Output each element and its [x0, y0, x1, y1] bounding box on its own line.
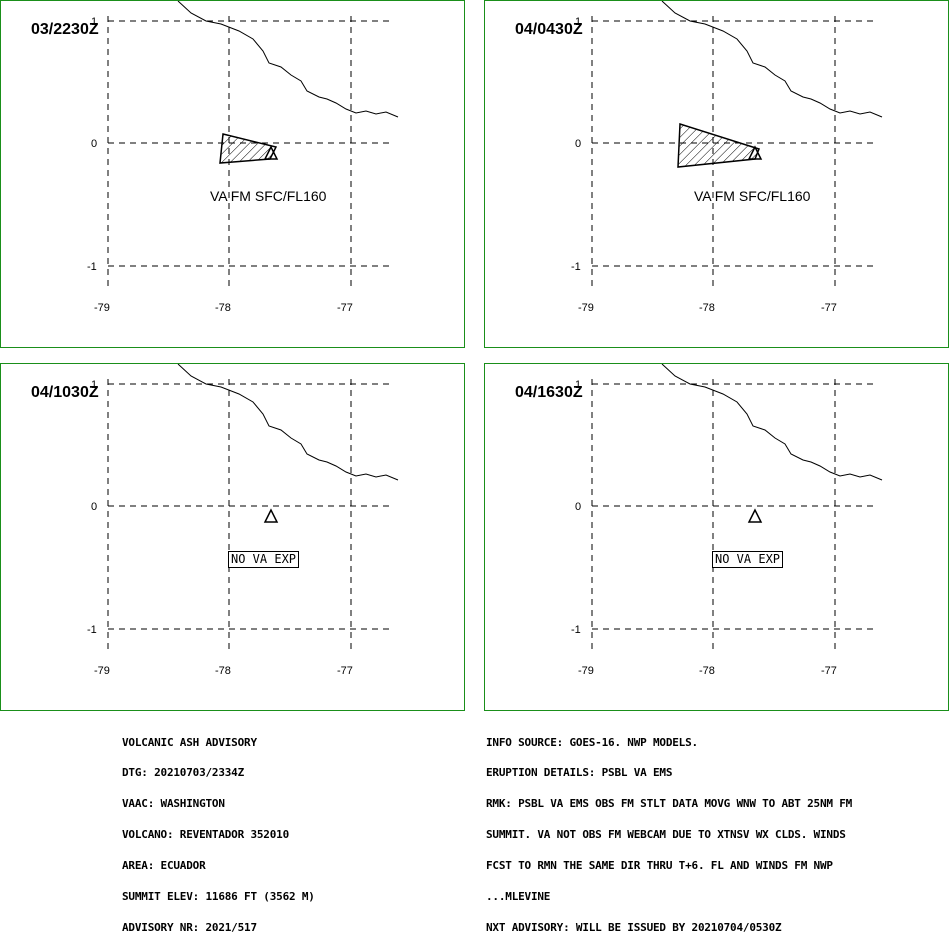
- lat-label-0: 0: [575, 138, 581, 150]
- map-panel-1: VA FM SFC/FL160 1 0 -1 -79 -78 -77 03/22…: [0, 0, 465, 348]
- lon-label-79: -79: [578, 665, 594, 677]
- coastline: [177, 364, 399, 481]
- advisory-details-text: INFO SOURCE: GOES-16. NWP MODELS. ERUPTI…: [486, 717, 852, 944]
- lon-label-77: -77: [821, 665, 837, 677]
- lon-label-77: -77: [337, 302, 353, 314]
- advisory-line: ERUPTION DETAILS: PSBL VA EMS: [486, 766, 673, 780]
- lat-label-0: 0: [91, 501, 97, 513]
- ash-polygon: [677, 122, 760, 168]
- lat-label-1: 1: [575, 379, 581, 391]
- map-canvas: VA FM SFC/FL160 1 0 -1 -79 -78 -77: [87, 1, 399, 314]
- advisory-header-text: VOLCANIC ASH ADVISORY DTG: 20210703/2334…: [122, 717, 315, 944]
- advisory-line: NXT ADVISORY: WILL BE ISSUED BY 20210704…: [486, 920, 782, 934]
- coastline: [661, 1, 883, 118]
- timestamp: 04/1030Z: [31, 384, 99, 401]
- lon-label-78: -78: [699, 302, 715, 314]
- va-label: VA FM SFC/FL160: [210, 188, 327, 204]
- lon-label-79: -79: [578, 302, 594, 314]
- lon-label-77: -77: [337, 665, 353, 677]
- graticule: [107, 379, 391, 654]
- no-va-label: NO VA EXP: [712, 551, 784, 568]
- va-label: VA FM SFC/FL160: [694, 188, 811, 204]
- advisory-line: AREA: ECUADOR: [122, 859, 206, 873]
- lon-label-78: -78: [215, 665, 231, 677]
- lat-label-neg1: -1: [87, 624, 97, 636]
- map-panel-2: VA FM SFC/FL160 1 0 -1 -79 -78 -77 04/04…: [484, 0, 949, 348]
- advisory-line: SUMMIT. VA NOT OBS FM WEBCAM DUE TO XTNS…: [486, 828, 846, 842]
- volcano-icon: [747, 145, 763, 160]
- advisory-line: INFO SOURCE: GOES-16. NWP MODELS.: [486, 735, 698, 749]
- advisory-line: VAAC: WASHINGTON: [122, 797, 225, 811]
- coastline: [661, 364, 883, 481]
- map-canvas: 1 0 -1 -79 -78 -77: [571, 364, 883, 677]
- advisory-line: VOLCANO: REVENTADOR 352010: [122, 828, 289, 842]
- advisory-line: FCST TO RMN THE SAME DIR THRU T+6. FL AN…: [486, 859, 833, 873]
- lon-label-79: -79: [94, 665, 110, 677]
- timestamp: 04/0430Z: [515, 21, 583, 38]
- lat-label-0: 0: [91, 138, 97, 150]
- volcano-icon: [263, 508, 279, 523]
- timestamp: 04/1630Z: [515, 384, 583, 401]
- volcano-icon: [263, 145, 279, 160]
- lon-label-77: -77: [821, 302, 837, 314]
- lon-label-78: -78: [699, 665, 715, 677]
- lat-label-neg1: -1: [87, 261, 97, 273]
- lon-label-78: -78: [215, 302, 231, 314]
- advisory-line: SUMMIT ELEV: 11686 FT (3562 M): [122, 890, 315, 904]
- advisory-line: VOLCANIC ASH ADVISORY: [122, 735, 257, 749]
- advisory-line: RMK: PSBL VA EMS OBS FM STLT DATA MOVG W…: [486, 797, 853, 811]
- advisory-line: ...MLEVINE: [486, 890, 551, 904]
- no-va-label: NO VA EXP: [228, 551, 300, 568]
- map-panel-4: 1 0 -1 -79 -78 -77 04/1630Z NO VA EXP: [484, 363, 949, 711]
- lat-label-1: 1: [91, 16, 97, 28]
- advisory-line: DTG: 20210703/2334Z: [122, 766, 245, 780]
- lat-label-0: 0: [575, 501, 581, 513]
- timestamp: 03/2230Z: [31, 21, 99, 38]
- map-canvas: VA FM SFC/FL160 1 0 -1 -79 -78 -77: [571, 1, 883, 314]
- advisory-line: ADVISORY NR: 2021/517: [122, 920, 257, 934]
- lat-label-1: 1: [91, 379, 97, 391]
- coastline: [177, 1, 399, 118]
- volcano-icon: [747, 508, 763, 523]
- lat-label-1: 1: [575, 16, 581, 28]
- map-panel-3: 1 0 -1 -79 -78 -77 04/1030Z NO VA EXP: [0, 363, 465, 711]
- lat-label-neg1: -1: [571, 261, 581, 273]
- graticule: [591, 379, 875, 654]
- map-canvas: 1 0 -1 -79 -78 -77: [87, 364, 399, 677]
- lat-label-neg1: -1: [571, 624, 581, 636]
- lon-label-79: -79: [94, 302, 110, 314]
